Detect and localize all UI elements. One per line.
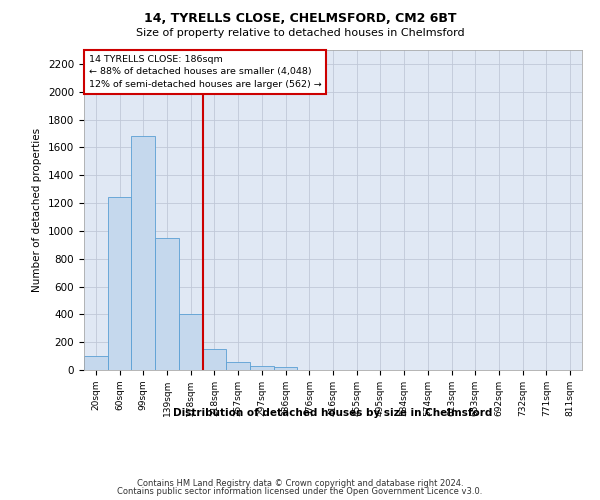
Bar <box>131 136 155 370</box>
Bar <box>155 238 179 370</box>
Bar <box>226 362 250 370</box>
Bar <box>274 367 298 370</box>
Bar <box>203 349 226 370</box>
Y-axis label: Number of detached properties: Number of detached properties <box>32 128 43 292</box>
Text: Size of property relative to detached houses in Chelmsford: Size of property relative to detached ho… <box>136 28 464 38</box>
Text: Distribution of detached houses by size in Chelmsford: Distribution of detached houses by size … <box>173 408 493 418</box>
Bar <box>179 314 203 370</box>
Text: 14, TYRELLS CLOSE, CHELMSFORD, CM2 6BT: 14, TYRELLS CLOSE, CHELMSFORD, CM2 6BT <box>144 12 456 26</box>
Text: Contains public sector information licensed under the Open Government Licence v3: Contains public sector information licen… <box>118 487 482 496</box>
Bar <box>250 366 274 370</box>
Text: 14 TYRELLS CLOSE: 186sqm
← 88% of detached houses are smaller (4,048)
12% of sem: 14 TYRELLS CLOSE: 186sqm ← 88% of detach… <box>89 55 322 89</box>
Text: Contains HM Land Registry data © Crown copyright and database right 2024.: Contains HM Land Registry data © Crown c… <box>137 478 463 488</box>
Bar <box>108 198 131 370</box>
Bar <box>84 356 108 370</box>
